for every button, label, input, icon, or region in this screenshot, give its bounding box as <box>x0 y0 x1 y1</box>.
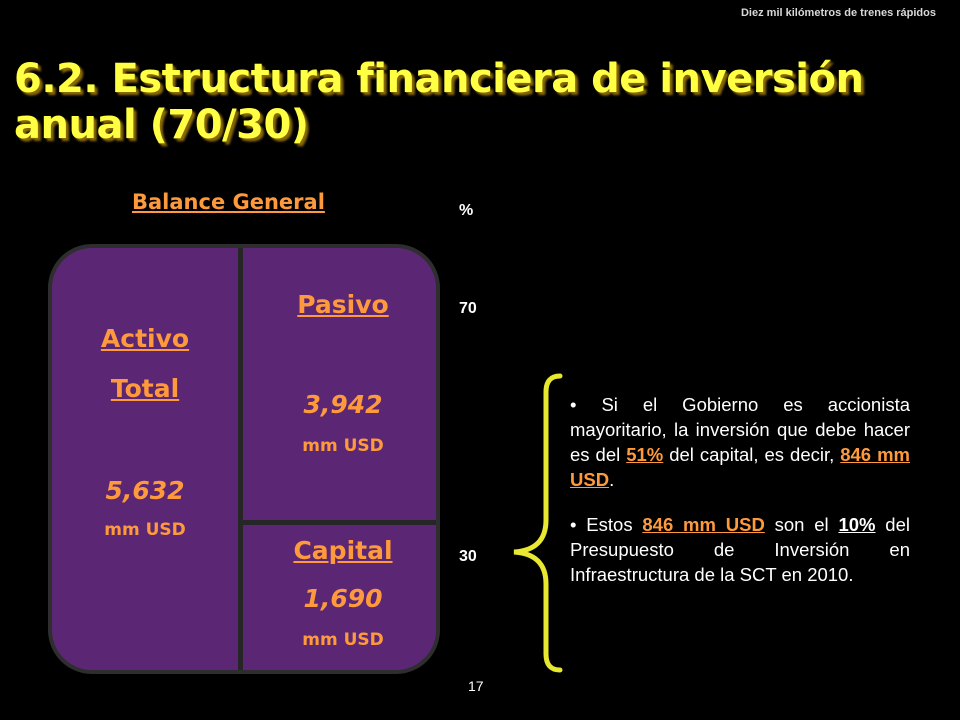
capital-label: Capital <box>293 536 393 565</box>
title-line-1: 6.2. Estructura financiera de inversión <box>14 56 864 102</box>
bullet-list: • Si el Gobierno es accionista mayoritar… <box>570 392 910 607</box>
header-note: Diez mil kilómetros de trenes rápidos <box>740 7 936 19</box>
bullet1-highlight-846: 846 mm USD <box>570 444 910 490</box>
bullet1-text-b: del capital, es decir, <box>663 444 841 465</box>
percent-30: 30 <box>459 548 477 565</box>
bullet2-highlight-10: 10% <box>838 514 876 535</box>
bullet2-highlight-846: 846 mm USD <box>642 514 765 535</box>
bullet2-text-c: del Presupuesto de Inversión en Infraest… <box>570 514 910 585</box>
activo-label: Activo <box>100 324 190 353</box>
activo-value: 5,632 <box>105 476 185 505</box>
bullet1-text-a: Si el Gobierno es accionista mayoritario… <box>570 394 910 465</box>
pasivo-label: Pasivo <box>297 290 389 319</box>
capital-value: 1,690 <box>303 584 383 613</box>
balance-general-label: Balance General <box>132 190 325 214</box>
balance-box: Activo Total 5,632 mm USD Pasivo 3,942 m… <box>48 244 440 674</box>
bullet1-text-c: . <box>609 469 615 490</box>
capital-unit: mm USD <box>302 630 384 650</box>
vertical-divider <box>238 248 243 670</box>
curly-bracket <box>513 373 563 673</box>
bullet-item-1: • Si el Gobierno es accionista mayoritar… <box>570 394 910 490</box>
bullet2-text-b: son el <box>764 514 839 535</box>
bullet-item-2: • Estos 846 mm USD son el 10% del Presup… <box>570 514 910 585</box>
bullet1-highlight-51: 51% <box>626 444 664 465</box>
page-number: 17 <box>468 678 484 694</box>
title-line-2: anual (70/30) <box>14 102 309 148</box>
pasivo-unit: mm USD <box>302 436 384 456</box>
slide-title: 6.2. Estructura financiera de inversión … <box>14 56 914 148</box>
activo-total-label: Total <box>110 374 180 403</box>
percent-header: % <box>459 202 474 219</box>
bullet2-text-a: Estos <box>586 514 643 535</box>
percent-70: 70 <box>459 300 477 317</box>
pasivo-value: 3,942 <box>303 390 383 419</box>
horizontal-divider <box>242 520 436 525</box>
activo-unit: mm USD <box>104 520 186 540</box>
